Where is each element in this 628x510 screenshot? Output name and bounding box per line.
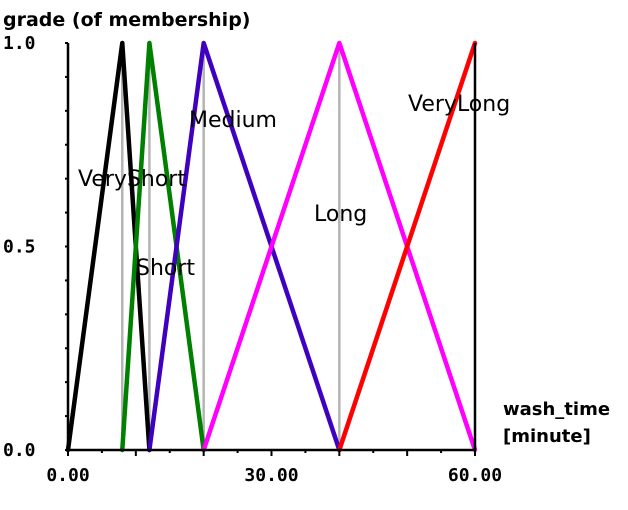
series-line-short — [120, 40, 206, 453]
y-tick-label: 0.5 — [3, 237, 36, 258]
series-label-medium: Medium — [189, 108, 277, 133]
y-tick-label: 1.0 — [3, 33, 36, 54]
y-axis-label: grade (of membership) — [3, 9, 250, 31]
series-lines — [65, 40, 478, 453]
series-line-long — [201, 40, 478, 453]
gridlines — [121, 43, 341, 450]
x-tick-label: 60.00 — [448, 465, 502, 486]
series-line-verylong — [337, 40, 478, 453]
series-label-long: Long — [314, 202, 367, 227]
x-tick-label: 30.00 — [244, 465, 298, 486]
y-tick-label: 0.0 — [3, 440, 36, 461]
series-label-veryshort: VeryShort — [78, 167, 186, 192]
x-axis-unit: [minute] — [503, 426, 591, 447]
series-label-verylong: VeryLong — [408, 92, 510, 117]
series-label-short: Short — [136, 256, 195, 281]
series-labels: VeryShort Short Medium Long VeryLong — [78, 92, 510, 281]
x-axis-label: wash_time — [503, 399, 610, 420]
series-line-medium — [147, 40, 342, 453]
tick-labels: 0.0 0.5 1.0 0.00 30.00 60.00 — [3, 33, 502, 486]
series-line-veryshort — [65, 40, 152, 453]
x-tick-label: 0.00 — [46, 465, 89, 486]
axes — [65, 42, 477, 456]
